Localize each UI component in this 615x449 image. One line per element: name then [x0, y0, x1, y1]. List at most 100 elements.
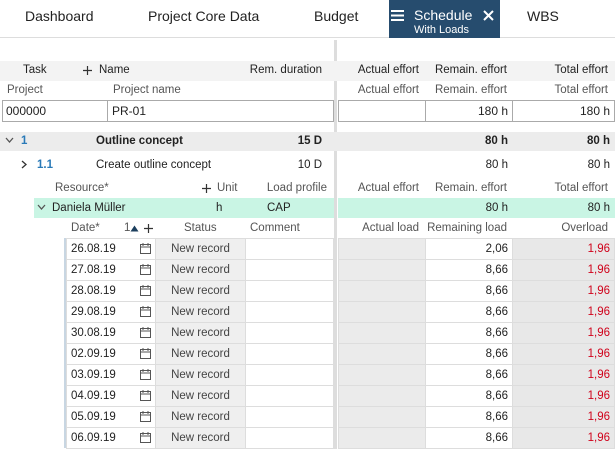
- add-icon[interactable]: [144, 224, 153, 233]
- total-effort: 80 h: [587, 202, 610, 214]
- pane-divider: [334, 40, 337, 449]
- comment-cell[interactable]: [245, 343, 334, 365]
- sort-index[interactable]: 1: [124, 222, 131, 234]
- comment-cell[interactable]: [245, 301, 334, 323]
- calendar-icon[interactable]: [140, 348, 151, 359]
- calendar-icon[interactable]: [140, 327, 151, 338]
- task-row[interactable]: [0, 132, 615, 151]
- task-name: Outline concept: [96, 135, 183, 147]
- calendar-icon[interactable]: [140, 369, 151, 380]
- remain-effort: 80 h: [484, 135, 508, 147]
- comment-cell[interactable]: [245, 280, 334, 302]
- comment-cell[interactable]: [245, 364, 334, 386]
- remaining-load-cell[interactable]: 8,66: [425, 259, 513, 281]
- remaining-load-cell[interactable]: 2,06: [425, 238, 513, 260]
- menu-icon[interactable]: [390, 9, 405, 22]
- collapse-icon[interactable]: [5, 137, 14, 144]
- remaining-load-cell[interactable]: 8,66: [425, 406, 513, 428]
- task-name: Create outline concept: [96, 159, 212, 171]
- comment-cell[interactable]: [245, 427, 334, 449]
- load-profile: CAP: [267, 202, 291, 214]
- overload-cell: 1,96: [512, 343, 615, 365]
- remaining-load-cell[interactable]: 8,66: [425, 385, 513, 407]
- actual-load-cell: [338, 385, 426, 407]
- actual-load-cell: [338, 301, 426, 323]
- remain-effort: 80 h: [485, 159, 508, 171]
- collapse-icon[interactable]: [37, 204, 46, 211]
- overload-cell: 1,96: [512, 385, 615, 407]
- overload-cell: 1,96: [512, 406, 615, 428]
- task-id: 1.1: [37, 159, 53, 171]
- sort-icon[interactable]: [130, 225, 139, 232]
- input[interactable]: 180 h: [425, 100, 513, 122]
- input[interactable]: 180 h: [512, 100, 615, 122]
- field-label: Project: [7, 84, 43, 96]
- tab[interactable]: Budget: [314, 8, 359, 24]
- left-border: [64, 238, 66, 448]
- comment-cell[interactable]: [245, 406, 334, 428]
- calendar-icon[interactable]: [140, 411, 151, 422]
- task-id: 1: [21, 135, 28, 147]
- actual-load-cell: [338, 238, 426, 260]
- expand-icon[interactable]: [21, 160, 28, 169]
- tab-bar: [0, 0, 615, 38]
- tab[interactable]: WBS: [527, 8, 559, 24]
- input[interactable]: [338, 100, 426, 122]
- status-cell: New record: [155, 238, 246, 260]
- calendar-icon[interactable]: [140, 306, 151, 317]
- calendar-icon[interactable]: [140, 264, 151, 275]
- tab[interactable]: Dashboard: [25, 8, 94, 24]
- status-cell: New record: [155, 301, 246, 323]
- overload-cell: 1,96: [512, 322, 615, 344]
- column-header: Status: [184, 222, 217, 234]
- remaining-load-cell[interactable]: 8,66: [425, 427, 513, 449]
- remaining-load-cell[interactable]: 8,66: [425, 280, 513, 302]
- active-tab-label: Schedule: [414, 7, 473, 23]
- active-tab-sublabel: With Loads: [414, 24, 470, 36]
- status-cell: New record: [155, 259, 246, 281]
- field-label: Total effort: [554, 84, 609, 96]
- add-icon[interactable]: [83, 66, 92, 75]
- column-header: Load profile: [266, 182, 327, 194]
- add-icon[interactable]: [202, 184, 211, 193]
- calendar-icon[interactable]: [140, 432, 151, 443]
- column-header: Overload: [561, 222, 608, 234]
- input[interactable]: PR-01: [107, 100, 334, 122]
- actual-load-cell: [338, 406, 426, 428]
- total-effort: 80 h: [587, 159, 610, 171]
- overload-cell: 1,96: [512, 259, 615, 281]
- column-header: Rem. duration: [249, 64, 322, 76]
- calendar-icon[interactable]: [140, 285, 151, 296]
- comment-cell[interactable]: [245, 238, 334, 260]
- close-icon[interactable]: [483, 10, 494, 21]
- calendar-icon[interactable]: [140, 243, 151, 254]
- status-cell: New record: [155, 406, 246, 428]
- field-label: Project name: [113, 84, 181, 96]
- column-header: Date*: [71, 222, 100, 234]
- remaining-load-cell[interactable]: 8,66: [425, 301, 513, 323]
- total-effort: 80 h: [586, 135, 610, 147]
- actual-load-cell: [338, 364, 426, 386]
- remaining-load-cell[interactable]: 8,66: [425, 364, 513, 386]
- calendar-icon[interactable]: [140, 390, 151, 401]
- comment-cell[interactable]: [245, 259, 334, 281]
- overload-cell: 1,96: [512, 280, 615, 302]
- status-cell: New record: [155, 385, 246, 407]
- column-header: Actual load: [362, 222, 419, 234]
- active-tab[interactable]: [389, 0, 500, 38]
- remaining-load-cell[interactable]: 8,66: [425, 343, 513, 365]
- status-cell: New record: [155, 280, 246, 302]
- resource-row[interactable]: [338, 198, 615, 218]
- comment-cell[interactable]: [245, 385, 334, 407]
- comment-cell[interactable]: [245, 322, 334, 344]
- remaining-load-cell[interactable]: 8,66: [425, 322, 513, 344]
- input[interactable]: 000000: [2, 100, 108, 122]
- actual-load-cell: [338, 343, 426, 365]
- remain-effort: 80 h: [485, 202, 508, 214]
- actual-load-cell: [338, 259, 426, 281]
- column-header: Name: [99, 64, 130, 76]
- resource-row[interactable]: [34, 198, 334, 218]
- column-header: Remain. effort: [434, 182, 507, 194]
- tab[interactable]: Project Core Data: [148, 8, 260, 24]
